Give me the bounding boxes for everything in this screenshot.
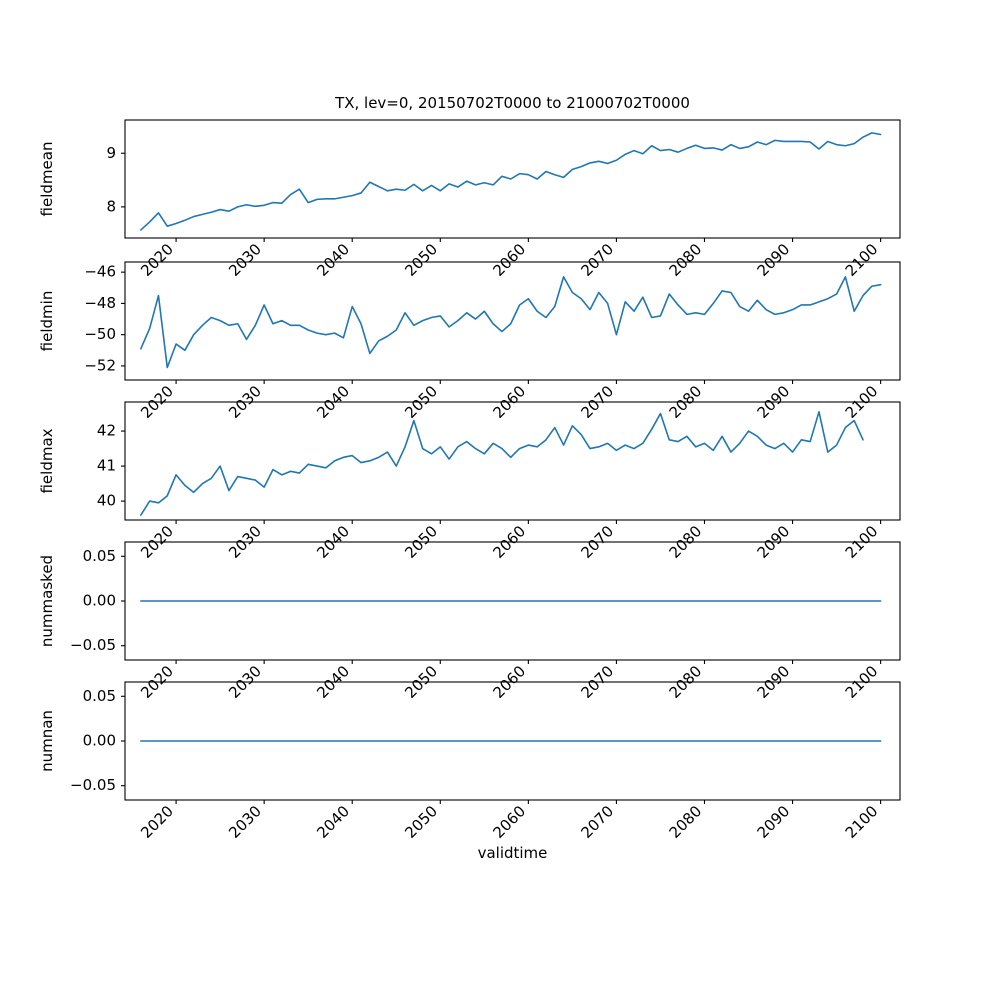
- y-tick-label: 0.00: [83, 592, 116, 610]
- x-tick-label: 2070: [578, 240, 618, 280]
- axes-frame: [124, 261, 901, 381]
- y-tick-label: −0.05: [70, 776, 116, 794]
- figure-title: TX, lev=0, 20150702T0000 to 21000702T000…: [334, 94, 690, 112]
- x-tick-label: 2050: [401, 240, 441, 280]
- y-tick-label: 41: [97, 457, 116, 475]
- x-tick-label: 2030: [225, 240, 265, 280]
- y-tick-label: −50: [84, 325, 116, 343]
- y-tick-label: 0.05: [83, 687, 116, 705]
- y-axis-label-nummasked: nummasked: [38, 555, 56, 647]
- data-line-fieldmax: [140, 410, 864, 516]
- y-tick-label: 0.05: [83, 547, 116, 565]
- x-tick-label: 2100: [842, 802, 882, 842]
- y-tick-label: −46: [84, 263, 116, 281]
- y-tick-label: 42: [97, 422, 116, 440]
- x-tick-label: 2070: [578, 802, 618, 842]
- axes-frame: [124, 119, 901, 239]
- x-tick-label: 2090: [754, 802, 794, 842]
- y-tick-label: 0.00: [83, 732, 116, 750]
- y-tick-label: −48: [84, 294, 116, 312]
- y-axis-label-fieldmax: fieldmax: [38, 428, 56, 493]
- x-axis-label: validtime: [478, 844, 548, 862]
- x-tick-label: 2080: [666, 240, 706, 280]
- x-tick-label: 2090: [754, 240, 794, 280]
- data-line-fieldmean: [140, 132, 882, 231]
- x-tick-label: 2020: [137, 802, 177, 842]
- data-line-fieldmin: [140, 276, 882, 369]
- y-axis-label-fieldmean: fieldmean: [38, 142, 56, 217]
- y-tick-label: −52: [84, 356, 116, 374]
- y-tick-label: 40: [97, 492, 116, 510]
- x-tick-label: 2060: [489, 802, 529, 842]
- x-tick-label: 2050: [401, 802, 441, 842]
- x-tick-label: 2030: [225, 802, 265, 842]
- x-tick-label: 2040: [313, 802, 353, 842]
- x-tick-label: 2080: [666, 802, 706, 842]
- x-tick-label: 2100: [842, 240, 882, 280]
- subplot-numnan: −0.05 0.00 0.05 2020 2030 2040 2050 2060 2070 208…: [38, 681, 901, 862]
- x-tick-label: 2060: [489, 240, 529, 280]
- y-axis-label-numnan: numnan: [38, 710, 56, 772]
- y-tick-label: −0.05: [70, 636, 116, 654]
- x-tick-label: 2040: [313, 240, 353, 280]
- x-tick-label: 2020: [137, 240, 177, 280]
- y-tick-label: 9: [106, 144, 116, 162]
- y-axis-label-fieldmin: fieldmin: [38, 291, 56, 352]
- subplot-fieldmean: 8 9 2020 2030 2040 2050 2060 2070 2080 2090 2100 fi…: [38, 119, 901, 280]
- y-tick-label: 8: [106, 197, 116, 215]
- axes-frame: [124, 401, 901, 521]
